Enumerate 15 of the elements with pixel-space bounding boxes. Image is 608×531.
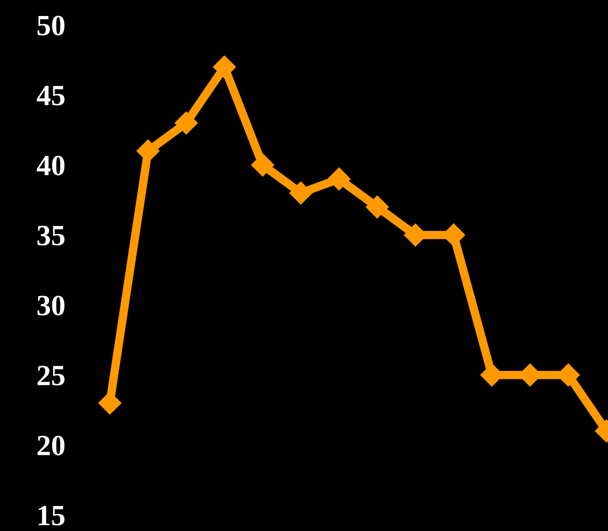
point: [212, 56, 236, 78]
point: [174, 112, 198, 134]
y-tick-label: 35: [37, 226, 64, 246]
point: [366, 196, 389, 218]
y-tick-label: 15: [38, 506, 64, 526]
y-tick-label: 45: [36, 86, 64, 106]
point: [289, 182, 312, 204]
y-tick-label: 25: [38, 366, 64, 386]
point: [328, 168, 351, 190]
y-tick-label: 50: [38, 16, 64, 36]
y-tick-label: 40: [36, 156, 64, 176]
y-tick-label: 30: [37, 296, 64, 316]
point: [251, 154, 274, 176]
point: [136, 140, 160, 162]
y-tick-label: 20: [38, 436, 64, 456]
